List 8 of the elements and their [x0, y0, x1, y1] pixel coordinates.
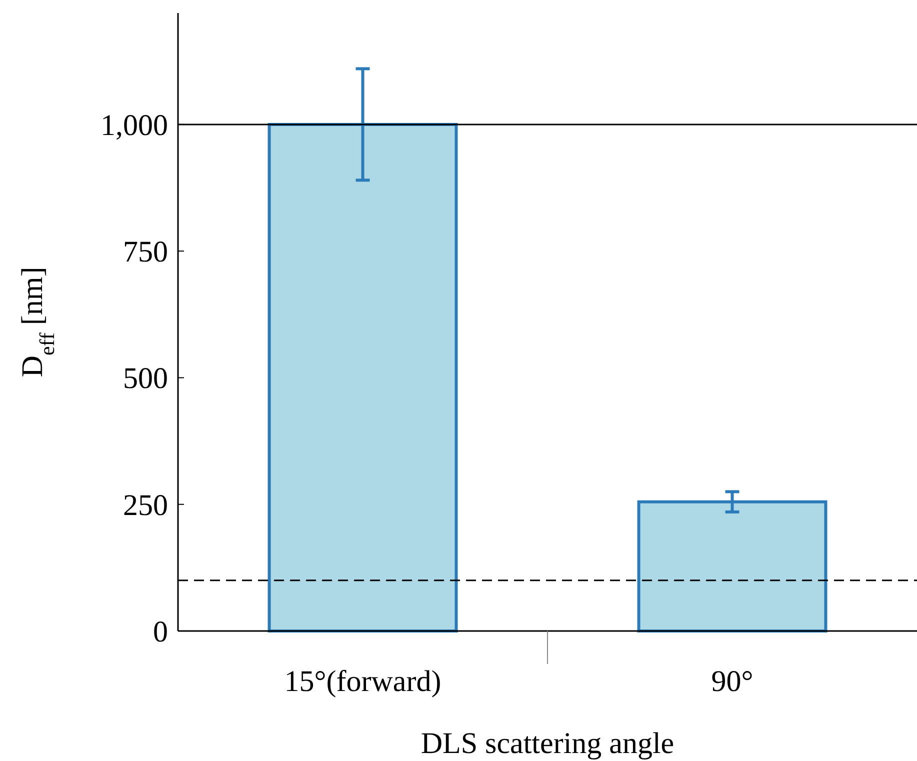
x-tick-label: 15°(forward): [284, 665, 442, 698]
y-tick-label: 1,000: [100, 108, 168, 142]
y-tick-label: 750: [123, 236, 168, 269]
x-axis-title: DLS scattering angle: [420, 727, 674, 760]
y-tick-label: 0: [153, 616, 168, 648]
y-tick-label: 250: [123, 488, 168, 522]
x-tick-label: 90°: [711, 665, 754, 698]
y-tick-label: 500: [123, 362, 168, 396]
